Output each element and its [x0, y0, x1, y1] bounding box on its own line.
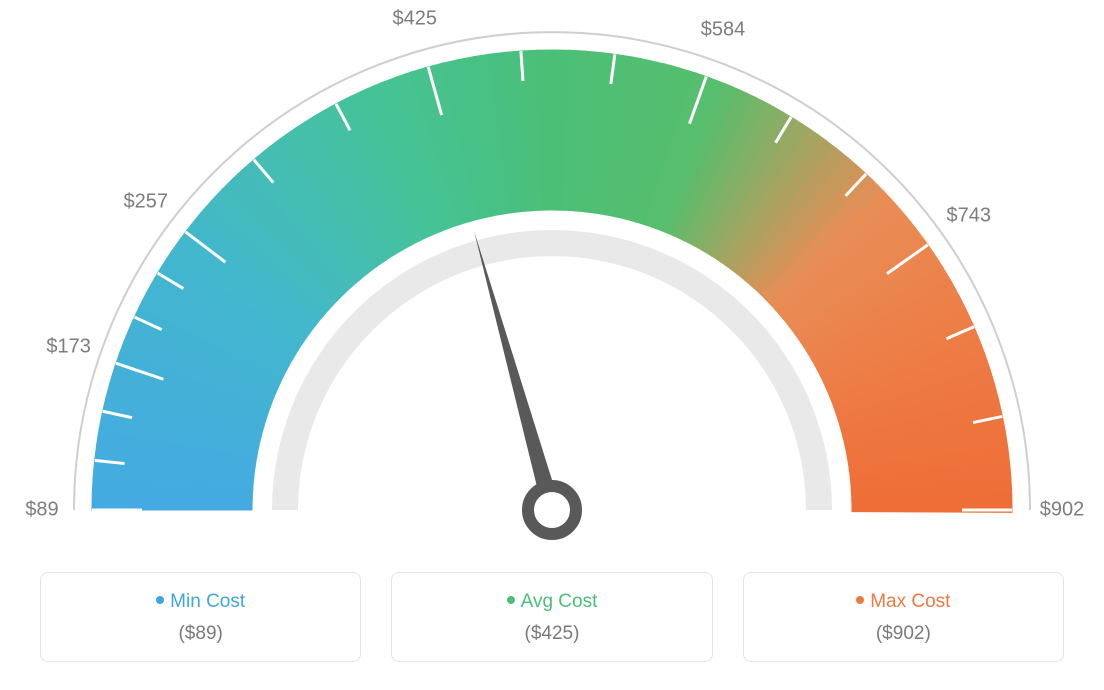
- tick-label: $89: [25, 499, 58, 522]
- tick-label: $257: [123, 190, 168, 213]
- legend-value-max: ($902): [744, 623, 1063, 645]
- tick-label: $743: [946, 204, 991, 227]
- needle-hub: [528, 486, 576, 534]
- tick-label: $173: [46, 336, 91, 359]
- legend-value-avg: ($425): [392, 623, 711, 645]
- legend-title-max: Max Cost: [744, 591, 1063, 613]
- needle: [474, 231, 561, 513]
- legend-title-min: Min Cost: [41, 591, 360, 613]
- legend-dot-avg: [507, 596, 515, 604]
- legend-title-max-text: Max Cost: [870, 591, 950, 612]
- legend-value-min: ($89): [41, 623, 360, 645]
- legend-card-min: Min Cost ($89): [40, 572, 361, 662]
- legend-card-max: Max Cost ($902): [743, 572, 1064, 662]
- tick-label: $902: [1040, 499, 1085, 522]
- legend-title-avg: Avg Cost: [392, 591, 711, 613]
- legend-row: Min Cost ($89) Avg Cost ($425) Max Cost …: [40, 572, 1064, 662]
- cost-gauge-chart: $89 $173 $257 $425 $584 $743 $902 Min Cost ($8…: [0, 0, 1104, 690]
- legend-title-avg-text: Avg Cost: [521, 591, 598, 612]
- minor-tick: [521, 51, 523, 81]
- tick-label: $584: [701, 18, 746, 41]
- legend-title-min-text: Min Cost: [170, 591, 245, 612]
- legend-dot-min: [156, 596, 164, 604]
- gauge-area: $89 $173 $257 $425 $584 $743 $902: [0, 0, 1104, 560]
- tick-label: $425: [393, 7, 438, 30]
- legend-dot-max: [856, 596, 864, 604]
- gauge-svg: [0, 0, 1104, 560]
- legend-card-avg: Avg Cost ($425): [391, 572, 712, 662]
